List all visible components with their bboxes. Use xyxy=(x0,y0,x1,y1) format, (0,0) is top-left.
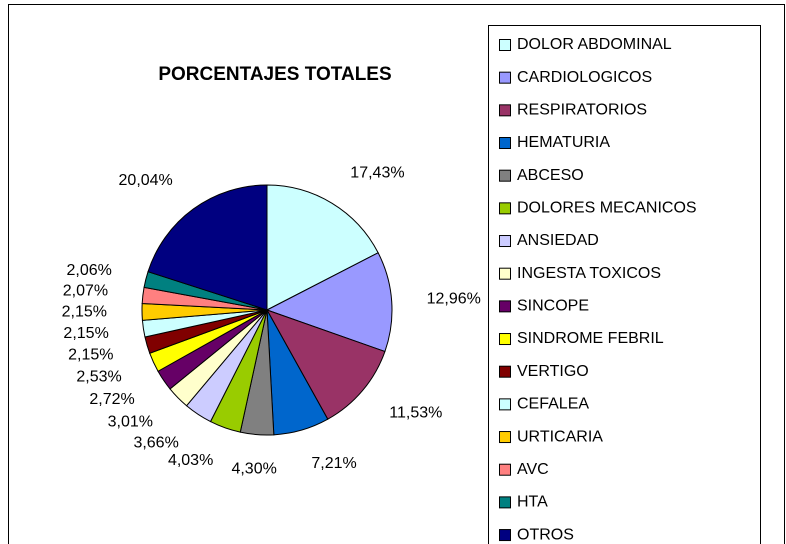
data-label: 2,07% xyxy=(63,283,108,300)
data-label: 4,03% xyxy=(168,452,213,469)
data-label: 3,01% xyxy=(108,413,153,430)
legend-swatch xyxy=(499,365,511,378)
legend-swatch xyxy=(499,169,511,182)
pie-slice xyxy=(265,309,386,420)
legend-swatch xyxy=(499,496,511,509)
data-label: 2,15% xyxy=(62,304,107,321)
data-label: 17,43% xyxy=(350,165,404,182)
pie-slice xyxy=(147,184,268,311)
data-label: 12,96% xyxy=(427,290,481,307)
legend-swatch xyxy=(499,431,511,444)
data-label: 2,15% xyxy=(68,346,113,363)
legend-label: HTA xyxy=(517,494,548,511)
legend-label: INGESTA TOXICOS xyxy=(517,265,661,282)
legend-label: RESPIRATORIOS xyxy=(517,102,647,119)
legend-swatch xyxy=(499,300,511,313)
data-label: 2,06% xyxy=(66,262,111,279)
legend-swatch xyxy=(499,333,511,346)
legend-swatch xyxy=(499,202,511,215)
legend-swatch xyxy=(499,104,511,117)
data-label: 4,30% xyxy=(231,461,276,478)
legend-label: CARDIOLOGICOS xyxy=(517,69,652,86)
data-label: 11,53% xyxy=(389,404,442,421)
legend-label: SINCOPE xyxy=(517,298,589,315)
data-label: 2,15% xyxy=(63,325,108,342)
legend-label: DOLOR ABDOMINAL xyxy=(517,36,672,53)
data-label: 3,66% xyxy=(133,435,178,452)
legend-box xyxy=(488,25,761,544)
legend-swatch xyxy=(499,529,511,542)
legend-swatch xyxy=(499,235,511,248)
legend-swatch xyxy=(499,267,511,280)
legend-label: CEFALEA xyxy=(517,396,589,413)
legend-label: DOLORES MECANICOS xyxy=(517,200,697,217)
chart-title: PORCENTAJES TOTALES xyxy=(158,64,391,85)
legend-swatch xyxy=(499,463,511,476)
legend-swatch xyxy=(499,71,511,84)
legend-label: URTICARIA xyxy=(517,428,603,445)
pie-slice xyxy=(265,252,393,353)
data-label: 20,04% xyxy=(119,172,173,189)
legend-swatch xyxy=(499,398,511,411)
legend-swatch xyxy=(499,39,511,51)
data-label: 2,53% xyxy=(76,368,121,385)
legend-label: ANSIEDAD xyxy=(517,232,599,249)
legend-label: ABCESO xyxy=(517,167,584,184)
data-label: 7,21% xyxy=(311,455,356,472)
data-label: 2,72% xyxy=(89,391,134,408)
legend-label: AVC xyxy=(517,461,549,478)
legend-label: VERTIGO xyxy=(517,363,589,380)
legend-label: HEMATURIA xyxy=(517,134,610,151)
legend-swatch xyxy=(499,137,511,150)
pie-slice xyxy=(266,184,379,311)
legend-label: OTROS xyxy=(517,526,574,543)
legend-label: SINDROME FEBRIL xyxy=(517,330,664,347)
